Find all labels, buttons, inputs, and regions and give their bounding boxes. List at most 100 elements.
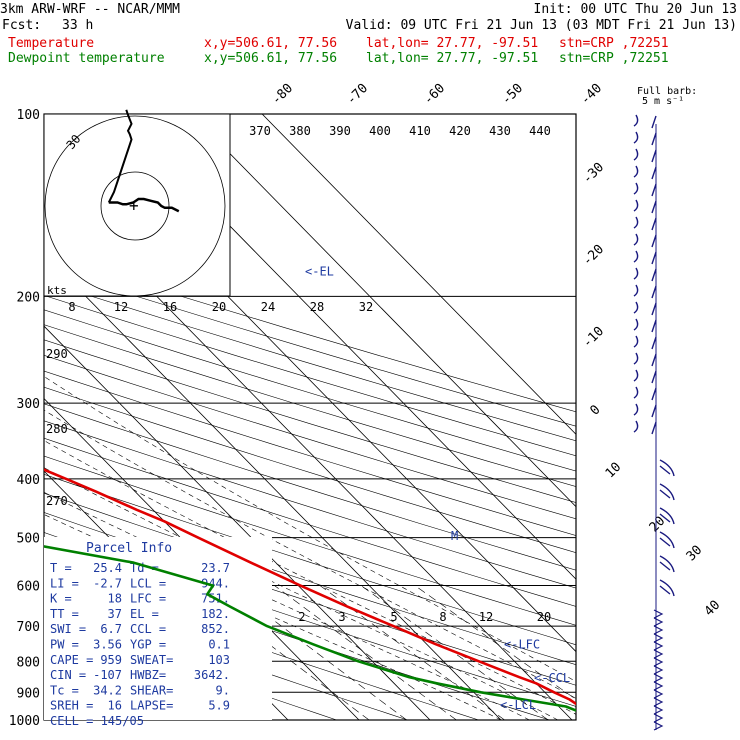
model-title: 3km ARW-WRF -- NCAR/MMM [0,2,181,17]
isotherm-label: -50 [499,81,526,108]
pressure-tick-label: 300 [17,397,40,412]
isotherm-label: -40 [578,81,605,108]
dewpoint-line [44,545,576,712]
parcel-cell: CAPE = [50,653,93,667]
parcel-cell: T = [50,561,72,575]
dry-adiabat-line [44,280,576,442]
wind-barb [653,609,664,619]
mixing-ratio-label: 20 [537,610,551,624]
theta-label: 370 [249,124,271,138]
wind-barb [633,301,657,316]
sounding-header: 3km ARW-WRF -- NCAR/MMM Init: 00 UTC Thu… [0,0,740,70]
wind-barb [653,665,664,675]
wind-barb [633,216,657,231]
dry-adiabat-line [44,473,576,646]
parcel-cell: SHEAR= [130,683,173,697]
hodograph-ring-inner [100,171,170,241]
dewpoint-latlon: lat,lon= 27.77, -97.51 [366,51,539,66]
parcel-cell: LCL = [130,576,166,590]
mixing-ratio-line [274,585,457,720]
parcel-cell: CELL = 145/05 [50,714,144,728]
theta-label: 410 [409,124,431,138]
parcel-cell: 9. [216,683,230,697]
mixing-ratio-label: 5 [390,610,397,624]
wind-barb [653,657,664,667]
hodograph-speed-label: 16 [163,300,177,314]
isotherm-label: -20 [580,242,607,269]
parcel-cell: Tc = [50,683,79,697]
temperature-station: stn=CRP ,72251 [559,36,669,51]
parcel-cell: 37 [108,607,122,621]
parcel-cell: CCL = [130,622,166,636]
wind-barb [633,165,657,180]
parcel-panel-bg [44,537,272,720]
hodograph-trace-upper [107,109,133,203]
parcel-cell: 34.2 [93,683,122,697]
dry-adiabat-line [44,455,576,626]
wind-barb [653,697,664,707]
isotherm-line [261,114,576,435]
parcel-cell: 852. [201,622,230,636]
parcel-cell: EL = [130,607,159,621]
parcel-cell: SWEAT= [130,653,173,667]
temperature-line [44,468,576,706]
init-time: Init: 00 UTC Thu 20 Jun 13 [533,2,738,17]
parcel-cell: 944. [201,576,230,590]
theta-label: 390 [329,124,351,138]
wind-barb [633,352,657,367]
parcel-cell: HWBZ= [130,668,166,682]
wind-barb [653,713,664,723]
dry-adiabat-line [44,595,408,720]
wind-barb [653,641,664,651]
pressure-tick-label: 600 [17,580,40,595]
pressure-tick-label: 500 [17,532,40,547]
isotherm-label: -60 [421,81,448,108]
hodograph-speed-label: 32 [359,300,373,314]
parcel-cell: -2.7 [93,576,122,590]
level-marker: <-EL [305,265,334,279]
valid-time: Valid: 09 UTC Fri 21 Jun 13 (03 MDT Fri … [345,18,737,33]
wind-barb [633,335,657,350]
isotherm-line [0,114,4,720]
wind-barb [659,531,675,549]
wind-barb [653,633,664,643]
isotherm-label: -30 [580,160,607,187]
theta-label: 400 [369,124,391,138]
isotherm-line [44,325,431,720]
level-marker: <-LFC [504,638,540,652]
wind-barb [653,681,664,691]
wind-barb [653,617,664,627]
hodograph-speed-label: 20 [212,300,226,314]
pressure-tick-label: 900 [17,686,40,701]
dry-adiabat-line [44,573,479,720]
parcel-cell: SREH = [50,699,93,713]
isotherm-label: 0 [587,402,603,418]
parcel-cell: 16 [108,699,122,713]
parcel-cell: 3642. [194,668,230,682]
pressure-tick-label: 800 [17,655,40,670]
wind-barb [633,131,657,146]
hodograph-speed-label: 8 [68,300,75,314]
dry-adiabat-line [44,403,576,571]
theta-side-label: 280 [46,422,68,436]
dry-adiabat-line [44,437,576,607]
isotherm-line [190,114,576,508]
wind-barb [633,182,657,197]
level-marker: <-LCL [500,698,536,712]
parcel-cell: LAPSE= [130,699,173,713]
wind-barb [633,284,657,299]
level-marker: <-CCL [534,671,570,685]
isotherm-label: -10 [580,324,607,351]
theta-label: 430 [489,124,511,138]
wind-barb [633,233,657,248]
parcel-cell: LFC = [130,592,166,606]
parcel-cell: 959 [100,653,122,667]
forecast-label: Fcst: [2,18,42,33]
theta-side-label: 290 [46,347,68,361]
hodograph-speed-label: 28 [310,300,324,314]
parcel-cell: 18 [108,592,122,606]
wind-barb [659,579,675,597]
